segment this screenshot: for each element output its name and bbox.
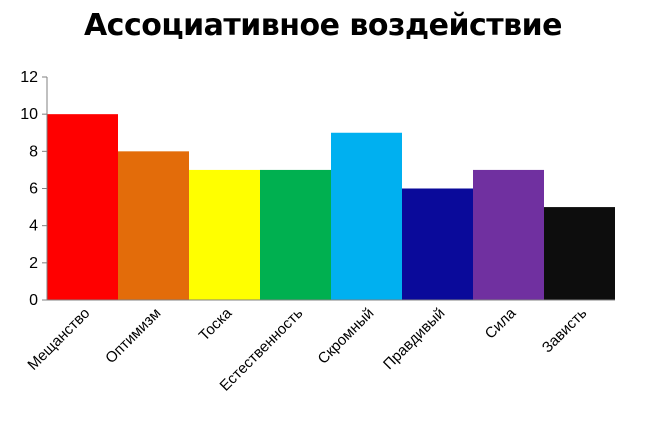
y-tick-label: 6	[29, 181, 38, 198]
y-tick-label: 8	[29, 143, 38, 160]
y-tick-label: 10	[20, 106, 38, 123]
bar-6	[402, 188, 473, 300]
bar-4	[260, 169, 331, 300]
bar-7	[473, 169, 544, 300]
x-category-label: Оптимизм	[102, 305, 164, 367]
x-category-label: Правдивый	[380, 305, 448, 373]
y-axis: 0 2 4 6 8 10 12	[20, 69, 48, 309]
x-category-label: Сила	[482, 304, 520, 342]
x-category-label: Мещанство	[24, 305, 93, 374]
bar-8	[544, 207, 615, 300]
bar-1	[47, 114, 118, 301]
y-tick-label: 12	[20, 69, 38, 86]
chart-title: Ассоциативное воздействие	[83, 8, 563, 43]
x-category-label: Зависть	[539, 305, 591, 357]
bar-2	[118, 151, 189, 300]
y-tick-label: 0	[29, 292, 38, 309]
bar-5	[331, 132, 402, 300]
bar-3	[189, 169, 260, 300]
x-category-label: Тоска	[196, 304, 236, 344]
y-tick-label: 4	[29, 218, 38, 235]
x-category-label: Скромный	[315, 305, 378, 368]
bars-group	[47, 114, 615, 301]
y-tick-label: 2	[29, 255, 38, 272]
